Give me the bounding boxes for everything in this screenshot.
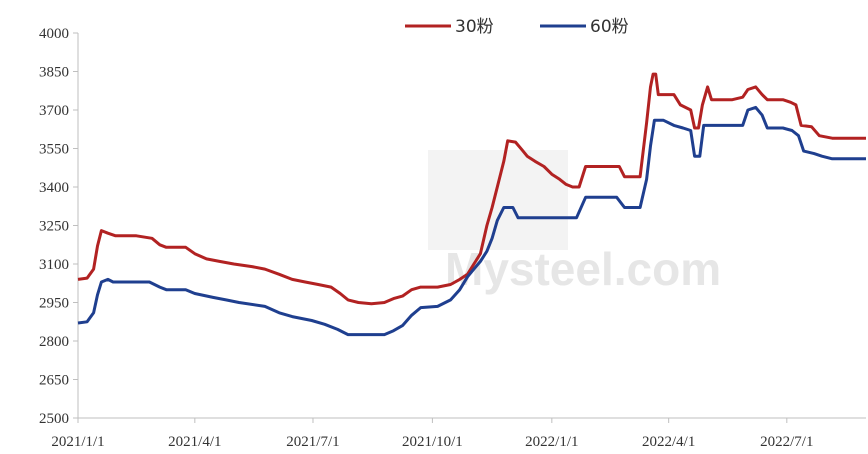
watermark-text: Mysteel.com [445, 243, 721, 295]
legend-item-1: 30粉 [405, 17, 494, 37]
legend-item-2: 60粉 [540, 17, 629, 37]
axes: 2500 2650 2800 2950 3100 3250 3400 3550 3700 3850… [39, 26, 866, 450]
series-layer [77, 72, 866, 337]
x-tick-label: 2022/7/1 [760, 434, 813, 450]
x-tick-label: 2022/1/1 [525, 434, 578, 450]
x-tick-label: 2022/4/1 [642, 434, 695, 450]
series-line-1 [77, 72, 866, 306]
legend: 30粉 60粉 [405, 17, 629, 37]
y-tick-label: 3700 [39, 103, 69, 119]
y-tick-label: 3550 [39, 142, 69, 158]
x-tick-label: 2021/4/1 [168, 434, 221, 450]
y-tick-label: 3100 [39, 257, 69, 273]
y-tick-label: 3250 [39, 219, 69, 235]
x-tick-label: 2021/1/1 [51, 434, 104, 450]
y-tick-label: 3400 [39, 180, 69, 196]
y-tick-label: 3850 [39, 65, 69, 81]
y-tick-label: 4000 [39, 26, 69, 42]
watermark-logo-box [428, 150, 568, 250]
y-tick-label: 2800 [39, 334, 69, 350]
series-line-2 [77, 105, 866, 337]
x-tick-label: 2021/10/1 [402, 434, 463, 450]
legend-label: 60粉 [590, 17, 629, 37]
y-tick-label: 2950 [39, 296, 69, 312]
legend-label: 30粉 [455, 17, 494, 37]
y-tick-label: 2650 [39, 373, 69, 389]
x-tick-label: 2021/7/1 [286, 434, 339, 450]
y-tick-label: 2500 [39, 411, 69, 427]
